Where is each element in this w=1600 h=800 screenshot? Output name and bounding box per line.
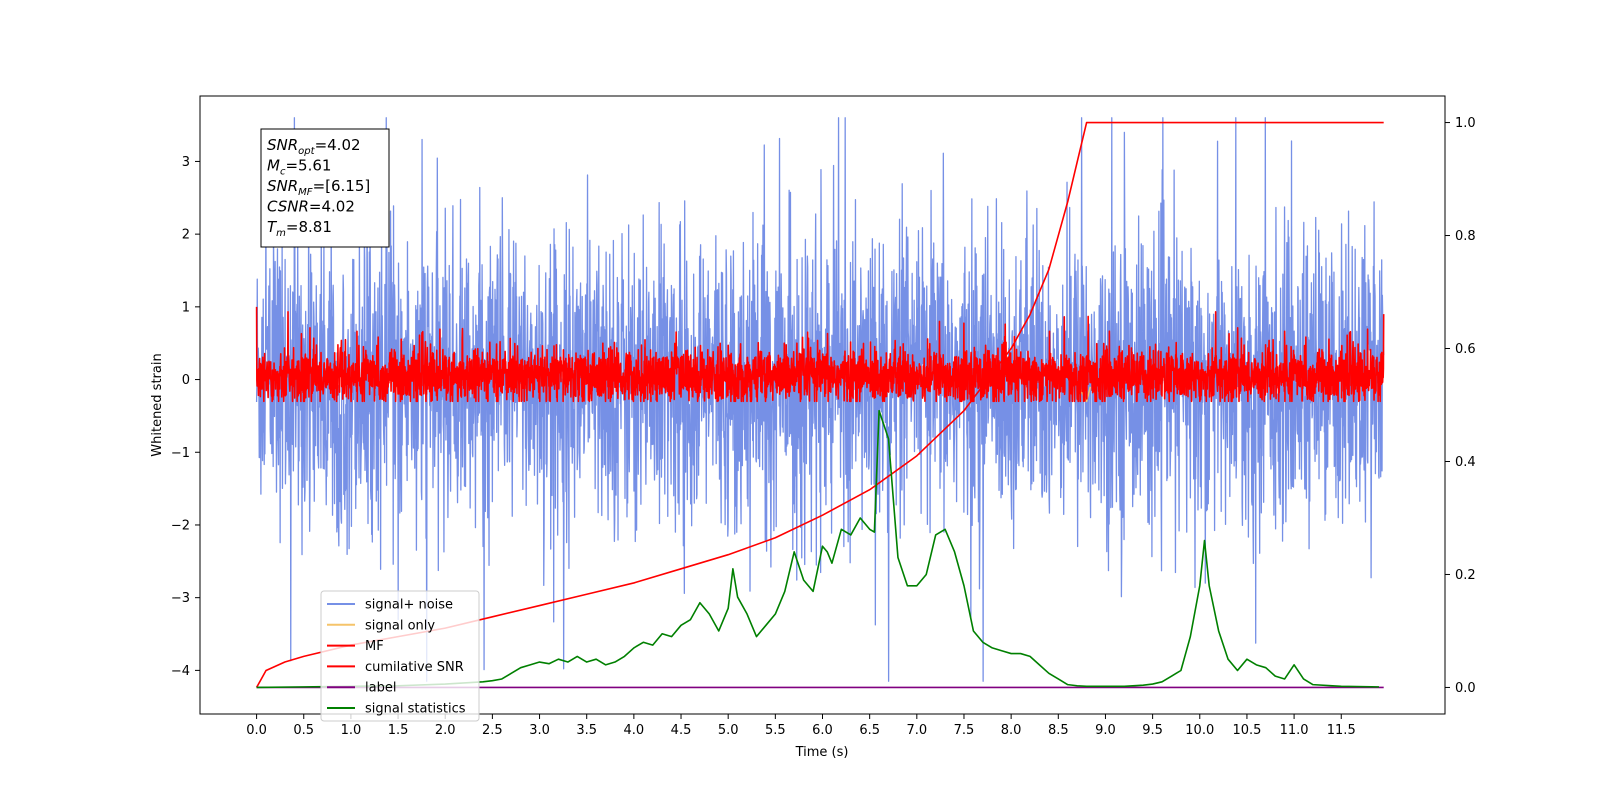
x-tick-label: 9.5 — [1142, 723, 1163, 738]
x-tick-label: 5.0 — [718, 723, 739, 738]
legend-frame — [320, 590, 480, 722]
x-tick-label: 3.5 — [576, 723, 597, 738]
legend-label: label — [365, 681, 396, 696]
annotation-line: Mc=5.61 — [267, 157, 331, 178]
x-axis-label: Time (s) — [795, 745, 849, 760]
x-tick-label: 3.0 — [529, 723, 550, 738]
x-tick-label: 6.0 — [812, 723, 833, 738]
x-tick-label: 7.5 — [954, 723, 975, 738]
y-left-tick-label: −2 — [171, 518, 190, 533]
legend-label: MF — [365, 639, 384, 654]
x-tick-label: 8.5 — [1048, 723, 1069, 738]
legend-label: signal statistics — [365, 702, 466, 717]
y-axis-left: 3 2 1 0 −1 −2 −3 −4 — [171, 155, 200, 679]
x-tick-label: 1.0 — [341, 723, 362, 738]
x-tick-label: 7.0 — [906, 723, 927, 738]
annotation-line: Tm=8.81 — [267, 218, 332, 239]
annotation-line: SNRMF=[6.15] — [267, 177, 370, 198]
annotation-line: CSNR=4.02 — [267, 198, 355, 216]
x-tick-label: 1.5 — [388, 723, 409, 738]
y-right-tick-label: 1.0 — [1455, 116, 1476, 131]
series-line-mf — [255, 306, 1385, 403]
y-right-tick-label: 0.6 — [1455, 342, 1476, 357]
x-tick-label: 0.0 — [246, 723, 267, 738]
x-tick-label: 2.5 — [482, 723, 503, 738]
legend-label: signal+ noise — [365, 598, 453, 613]
y-left-tick-label: 0 — [182, 373, 190, 388]
x-tick-label: 11.0 — [1280, 723, 1309, 738]
x-tick-label: 11.5 — [1327, 723, 1356, 738]
y-left-tick-label: −3 — [171, 591, 190, 606]
x-tick-label: 4.0 — [624, 723, 645, 738]
x-tick-label: 5.5 — [765, 723, 786, 738]
x-axis: 0.0 0.5 1.0 1.5 2.0 2.5 3.0 3.5 4.0 4.5 5.0 5.5 6.0 6… — [246, 714, 1356, 738]
y-axis-right: 0.0 0.2 0.4 0.6 0.8 1.0 — [1445, 116, 1476, 696]
y-left-tick-label: 3 — [182, 155, 190, 170]
x-tick-label: 4.5 — [671, 723, 692, 738]
y-left-tick-label: 2 — [182, 228, 190, 243]
y-right-tick-label: 0.2 — [1455, 568, 1476, 583]
y-right-tick-label: 0.0 — [1455, 681, 1476, 696]
x-tick-label: 8.0 — [1001, 723, 1022, 738]
y-left-tick-label: 1 — [182, 300, 190, 315]
x-tick-label: 10.0 — [1185, 723, 1214, 738]
y-left-tick-label: −1 — [171, 446, 190, 461]
series-line-signal-noise — [255, 117, 1385, 682]
series-line-signal-statistics — [256, 409, 1379, 689]
y-right-tick-label: 0.4 — [1455, 455, 1476, 470]
legend-label: signal only — [365, 618, 435, 633]
y-axis-label: Whitened strain — [150, 353, 165, 456]
x-tick-label: 10.5 — [1232, 723, 1261, 738]
annotation-line: SNRopt=4.02 — [267, 136, 361, 157]
x-tick-label: 0.5 — [293, 723, 314, 738]
legend-label: cumilative SNR — [365, 660, 464, 675]
y-right-tick-label: 0.8 — [1455, 229, 1476, 244]
legend: signal+ noise signal only MF cumilative SNR… — [320, 590, 480, 722]
x-tick-label: 9.0 — [1095, 723, 1116, 738]
annotation-frame — [260, 128, 390, 248]
y-left-tick-label: −4 — [171, 664, 190, 679]
x-tick-label: 6.5 — [859, 723, 880, 738]
x-tick-label: 2.0 — [435, 723, 456, 738]
